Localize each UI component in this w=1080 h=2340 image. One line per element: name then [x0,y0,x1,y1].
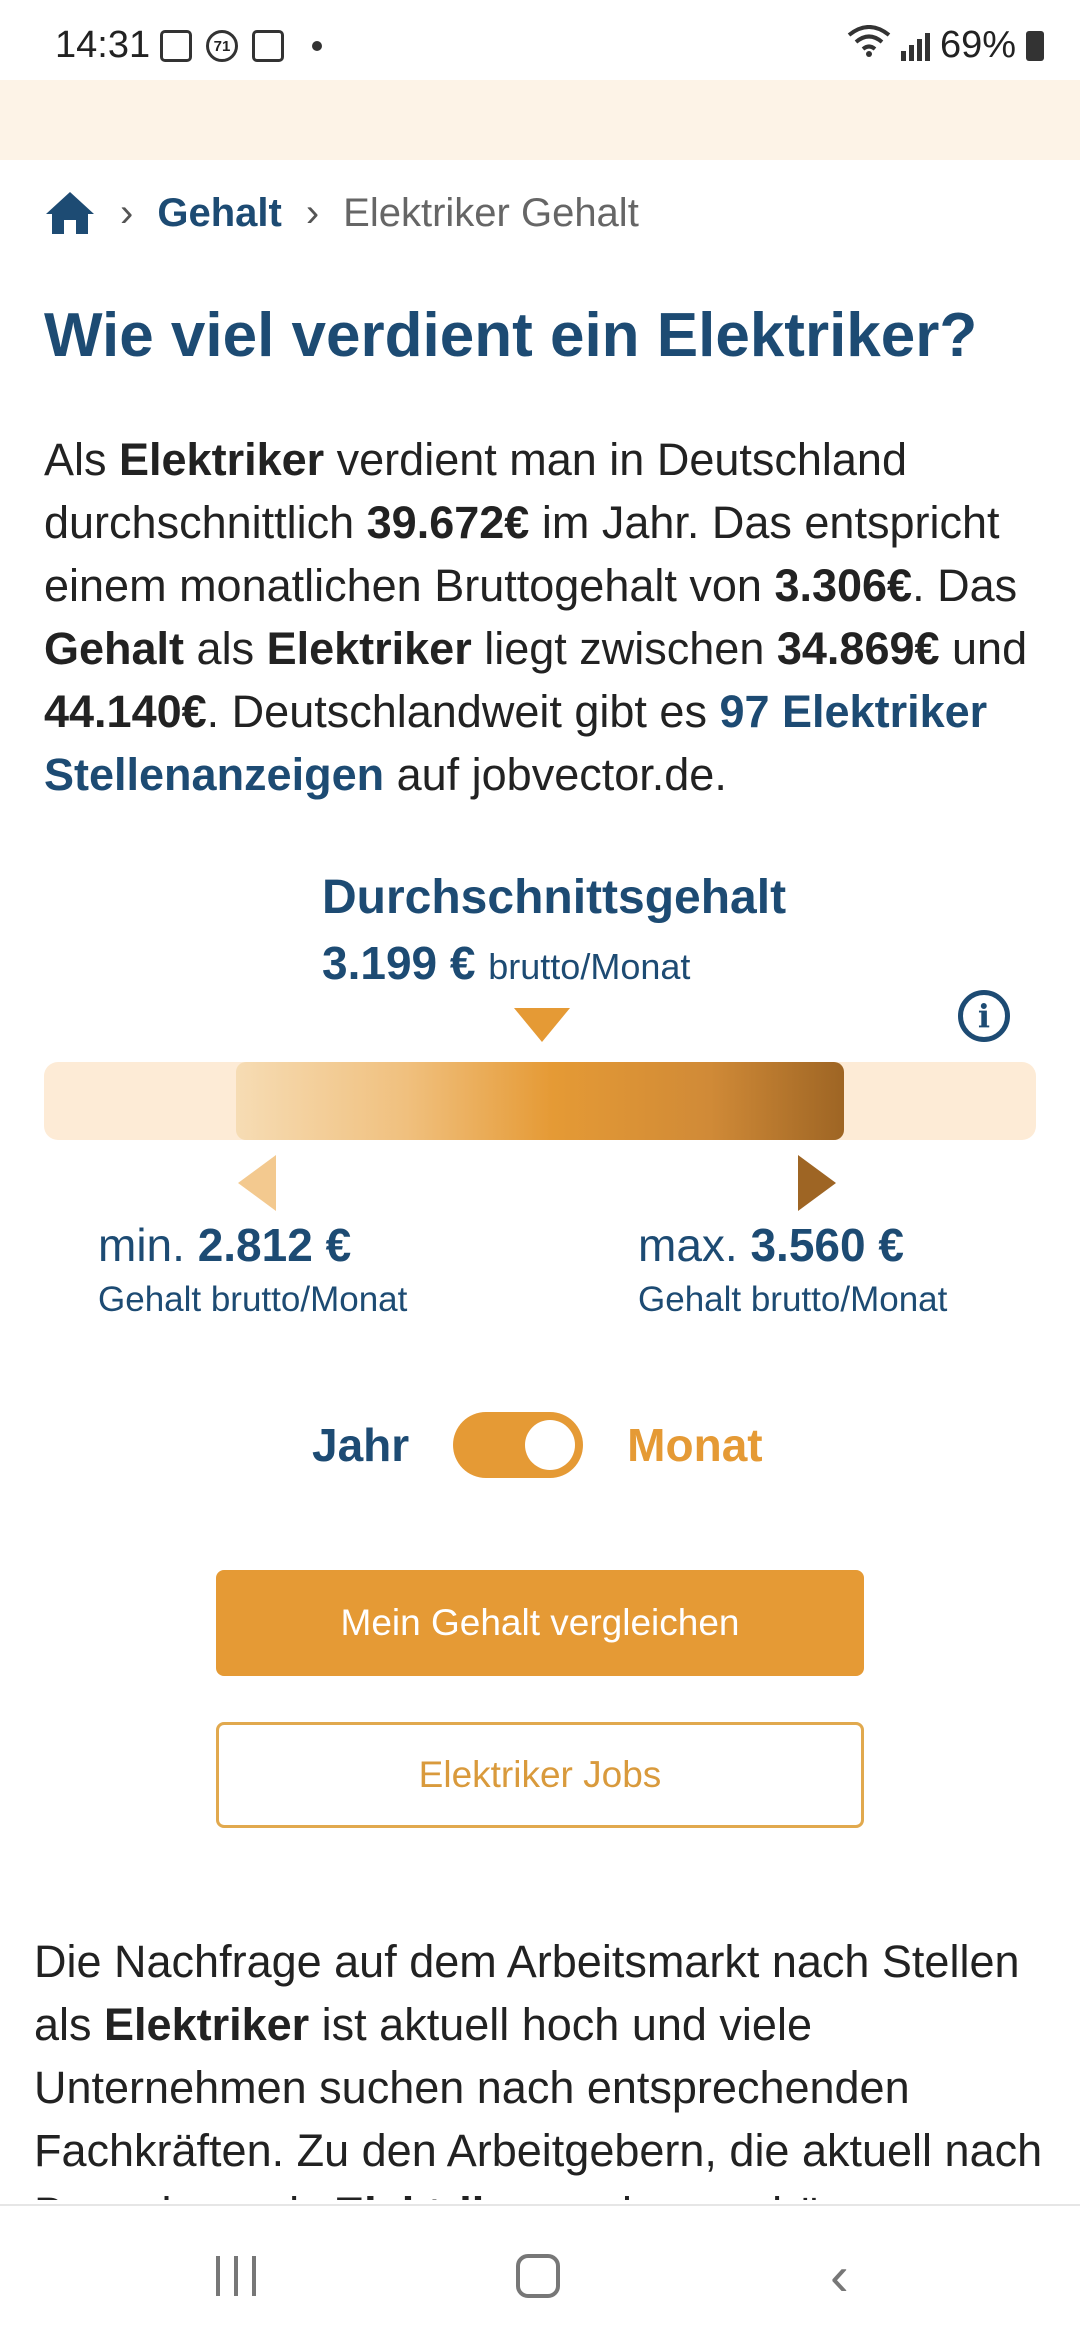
max-marker-icon [798,1155,836,1211]
period-toggle-row: Jahr Monat [312,1412,763,1478]
breadcrumb: › Gehalt › Elektriker Gehalt [44,190,639,236]
notification-badge-icon: 71 [206,30,238,62]
job-listings-link[interactable]: 97 Elektriker Stellenanzeigen [44,686,988,800]
chevron-right-icon: › [305,190,320,235]
compare-salary-button[interactable]: Mein Gehalt vergleichen [216,1570,864,1676]
average-marker-icon [514,1008,570,1042]
top-banner [0,80,1080,160]
wifi-icon [847,24,891,67]
para-bold: Elektriker [104,1999,310,2050]
intro-bold: Elektriker [266,623,472,674]
average-salary-label: Durchschnittsgehalt [322,871,787,924]
intro-bold: 34.869€ [776,623,940,674]
home-button-icon[interactable] [516,2254,560,2298]
min-salary-value: min. 2.812 € [98,1218,407,1272]
breadcrumb-link-gehalt[interactable]: Gehalt [157,190,282,235]
system-nav-bar: ‹ [0,2204,1080,2340]
battery-percent: 69% [939,24,1016,66]
intro-bold: Gehalt [44,623,185,674]
intro-bold: 44.140€ [44,686,207,737]
average-salary-unit: brutto/Monat [488,946,691,987]
page-title: Wie viel verdient ein Elektriker? [44,301,978,370]
gallery-icon [160,30,192,62]
status-icons-right: 69% [847,24,1044,67]
more-notifications-dot-icon [312,41,322,51]
recents-icon[interactable] [216,2256,256,2296]
breadcrumb-current: Elektriker Gehalt [343,190,639,235]
toggle-label-monat[interactable]: Monat [627,1419,763,1471]
back-icon[interactable]: ‹ [830,2244,849,2307]
signal-icon [900,31,930,61]
market-paragraph: Die Nachfrage auf dem Arbeitsmarkt nach … [34,1930,1054,2200]
para-bold: Elektriker [334,2188,539,2200]
intro-bold: 3.306€ [774,560,913,611]
intro-text: im Jahr. Das entspricht einem monatliche… [44,497,1000,611]
intro-text: auf jobvector.de. [384,749,727,800]
min-salary: min. 2.812 € Gehalt brutto/Monat [98,1218,407,1320]
period-toggle-switch[interactable] [453,1412,584,1478]
max-salary-value: max. 3.560 € [638,1218,947,1272]
max-salary-sub: Gehalt brutto/Monat [638,1280,948,1319]
min-salary-sub: Gehalt brutto/Monat [98,1280,408,1319]
home-icon[interactable] [44,190,96,236]
intro-text: und [939,623,1028,674]
toggle-label-jahr[interactable]: Jahr [312,1419,410,1471]
intro-text: Als [44,434,120,485]
status-icons-left: 71 [160,30,322,62]
intro-paragraph: Als Elektriker verdient man in Deutschla… [44,428,1044,806]
intro-text: . Das [912,560,1018,611]
salary-range-fill [236,1062,844,1140]
min-amount: 2.812 € [197,1219,352,1271]
max-amount: 3.560 € [750,1219,904,1271]
intro-bold: 39.672€ [366,497,530,548]
para-text: ist aktuell hoch und viele Unternehmen s… [34,1999,1043,2200]
status-bar: 14:31 71 69% [0,0,1080,80]
battery-icon [1026,30,1044,61]
chevron-right-icon: › [120,190,134,235]
intro-text: verdient man in Deutschland durchschnitt… [44,434,907,548]
average-salary-value: 3.199 € brutto/Monat [322,936,690,990]
min-marker-icon [238,1155,276,1211]
intro-text: . Deutschlandweit gibt es [206,686,720,737]
info-icon[interactable]: i [958,990,1010,1042]
intro-bold: Elektriker [119,434,325,485]
max-prefix: max. [638,1219,751,1271]
max-salary: max. 3.560 € Gehalt brutto/Monat [638,1218,947,1320]
status-time: 14:31 [55,24,151,66]
jobs-button[interactable]: Elektriker Jobs [216,1722,864,1828]
calendar-icon [252,30,284,62]
intro-text: liegt zwischen [471,623,777,674]
intro-text: als [184,623,267,674]
toggle-knob [525,1420,576,1470]
average-salary-amount: 3.199 € [322,937,476,989]
para-text: Die Nachfrage auf dem Arbeitsmarkt nach … [34,1936,1020,2050]
min-prefix: min. [98,1219,198,1271]
para-text: suchen, gehören [539,2188,887,2200]
